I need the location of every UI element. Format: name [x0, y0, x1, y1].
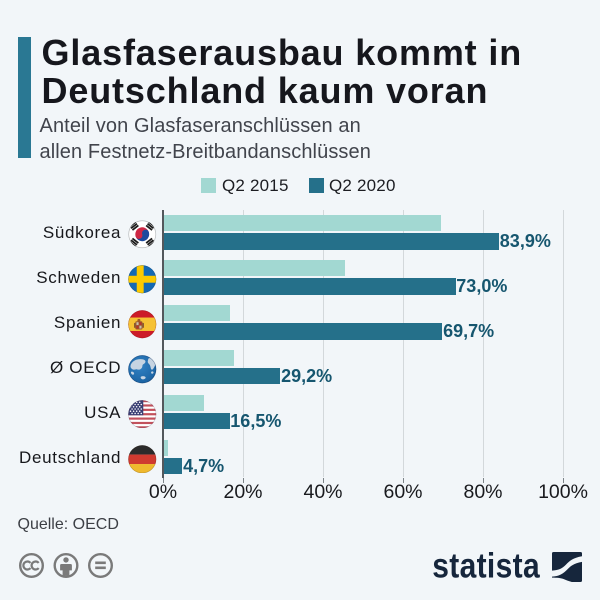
- svg-text:statista: statista: [432, 545, 540, 585]
